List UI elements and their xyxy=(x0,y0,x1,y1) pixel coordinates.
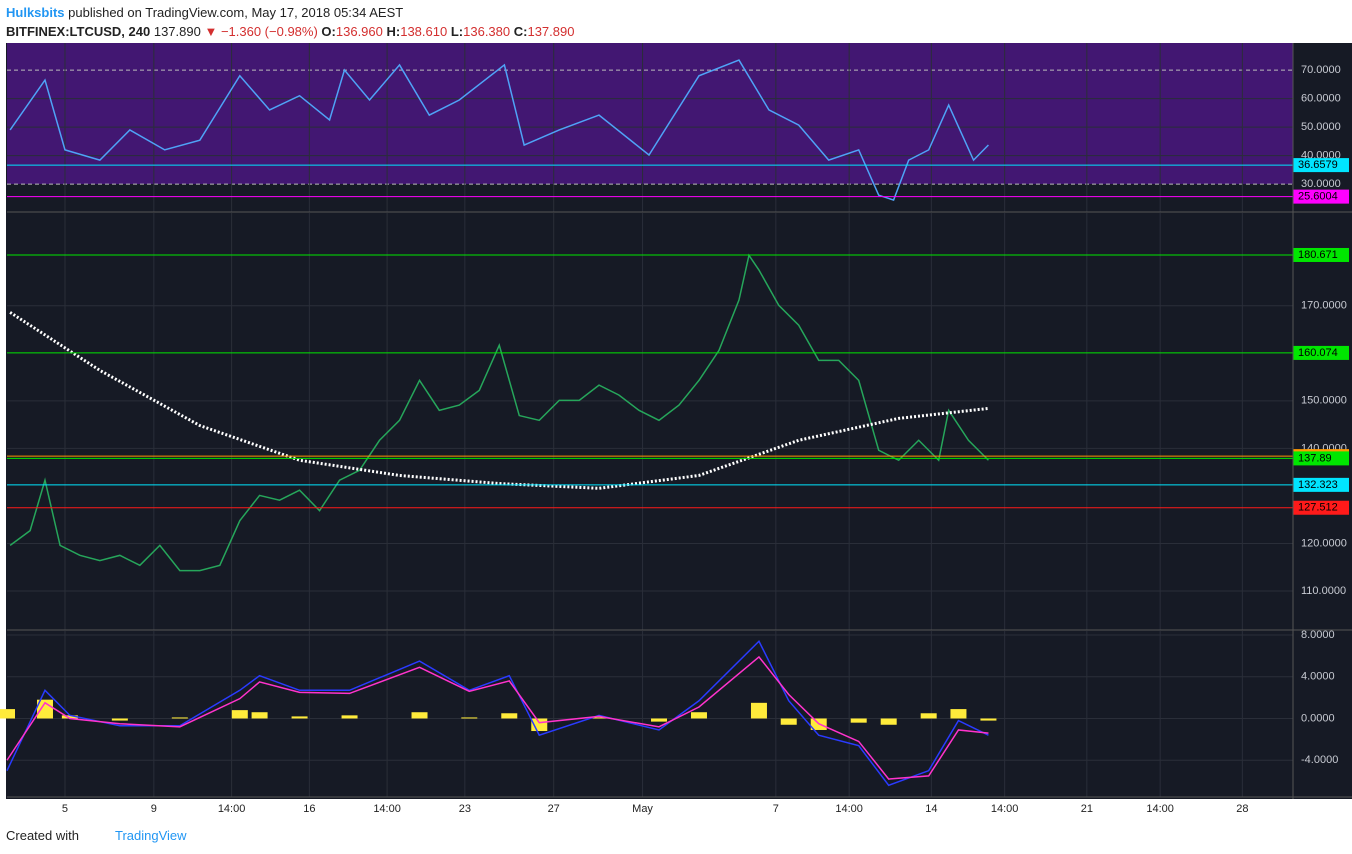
y-tick-label: -4.0000 xyxy=(1301,754,1338,766)
high-label: H: xyxy=(386,24,401,39)
low: 136.380 xyxy=(463,24,511,39)
y-tick-label: 4.0000 xyxy=(1301,671,1335,683)
price-label-box xyxy=(1293,345,1349,360)
symbol-line: BITFINEX:LTCUSD, 240 137.890 ▼ −1.360 (−… xyxy=(6,22,574,41)
x-tick-label: 7 xyxy=(773,803,779,815)
price-label: 36.6579 xyxy=(1298,159,1338,171)
histogram-bar xyxy=(111,718,128,721)
x-tick-label: 5 xyxy=(62,803,68,815)
histogram-bar xyxy=(341,715,358,719)
price-label-box xyxy=(1293,158,1349,173)
x-tick-label: 28 xyxy=(1236,803,1248,815)
price-label-box xyxy=(1293,189,1349,204)
y-tick-label: 110.0000 xyxy=(1301,585,1346,597)
histogram-bar xyxy=(850,718,867,723)
price-label-box xyxy=(1293,451,1349,466)
histogram-bar xyxy=(780,718,797,725)
histogram-bar xyxy=(171,717,188,719)
price-label-box xyxy=(1293,247,1349,262)
x-tick-label: 21 xyxy=(1081,803,1093,815)
price-label: 25.6004 xyxy=(1298,191,1338,203)
x-tick-label: May xyxy=(632,803,653,815)
histogram-bar xyxy=(61,715,78,719)
series-line xyxy=(9,59,989,201)
histogram-bar xyxy=(690,712,707,719)
price-label: 137.89 xyxy=(1298,452,1332,464)
x-tick-label: 14:00 xyxy=(991,803,1019,815)
histogram-bar xyxy=(411,712,428,719)
y-tick-label: 70.0000 xyxy=(1301,64,1341,76)
histogram-bar xyxy=(291,716,308,719)
rsi-band xyxy=(7,43,1293,185)
open-label: O: xyxy=(321,24,336,39)
price-label-box xyxy=(1293,500,1349,515)
created: Created with xyxy=(6,828,79,843)
y-tick-label: 50.0000 xyxy=(1301,121,1341,133)
histogram-bar xyxy=(880,718,897,725)
series-line xyxy=(6,655,989,780)
y-tick-label: 150.0000 xyxy=(1301,395,1347,407)
histogram-bar xyxy=(650,718,667,722)
histogram-bar xyxy=(231,710,248,719)
author[interactable]: Hulksbits xyxy=(6,5,65,20)
price-label-box xyxy=(1293,477,1349,492)
series-line xyxy=(9,253,989,572)
header-line: Hulksbits published on TradingView.com, … xyxy=(6,3,574,22)
y-tick-label: 120.0000 xyxy=(1301,537,1347,549)
histogram-bar xyxy=(251,712,268,719)
brand[interactable]: TradingView xyxy=(114,828,187,843)
price-label: 132.323 xyxy=(1298,479,1338,491)
header: Hulksbits published on TradingView.com, … xyxy=(6,3,574,41)
low-label: L: xyxy=(450,24,464,39)
x-tick-label: 14:00 xyxy=(373,803,401,815)
x-tick-label: 27 xyxy=(548,803,560,815)
x-tick-label: 16 xyxy=(303,803,315,815)
histogram-bar xyxy=(461,717,478,719)
series-line xyxy=(9,311,989,490)
footer: Created with TradingView xyxy=(6,828,187,843)
high: 138.610 xyxy=(400,24,448,39)
x-tick-label: 14:00 xyxy=(835,803,863,815)
open: 136.960 xyxy=(335,24,383,39)
y-tick-label: 8.0000 xyxy=(1301,629,1335,641)
histogram-bar xyxy=(591,717,608,719)
y-tick-label: 170.0000 xyxy=(1301,300,1347,312)
x-tick-label: 23 xyxy=(459,803,471,815)
published: published on TradingView.com, May 17, 20… xyxy=(64,5,404,20)
y-tick-label: 30.0000 xyxy=(1301,178,1341,190)
symbol: BITFINEX:LTCUSD, 240 xyxy=(6,24,151,39)
price-label: 160.074 xyxy=(1298,347,1338,359)
y-tick-label: 60.0000 xyxy=(1301,92,1341,104)
histogram-bar xyxy=(920,713,937,719)
x-tick-label: 9 xyxy=(151,803,157,815)
histogram-bar xyxy=(501,713,518,719)
histogram-bar xyxy=(750,702,767,719)
close-label: C: xyxy=(513,24,528,39)
price-label: 127.512 xyxy=(1298,502,1338,514)
last: 137.890 xyxy=(153,24,201,39)
histogram-bar xyxy=(980,718,997,721)
close: 137.890 xyxy=(527,24,575,39)
x-tick-label: 14:00 xyxy=(218,803,246,815)
histogram-bar xyxy=(36,699,53,719)
price-label: 180.671 xyxy=(1298,249,1338,261)
x-tick-label: 14:00 xyxy=(1146,803,1174,815)
y-tick-label: 0.0000 xyxy=(1301,712,1335,724)
histogram-bar xyxy=(950,709,967,719)
x-tick-label: 14 xyxy=(925,803,937,815)
histogram-bar xyxy=(0,709,15,719)
change: ▼ −1.360 (−0.98%) xyxy=(204,24,318,39)
